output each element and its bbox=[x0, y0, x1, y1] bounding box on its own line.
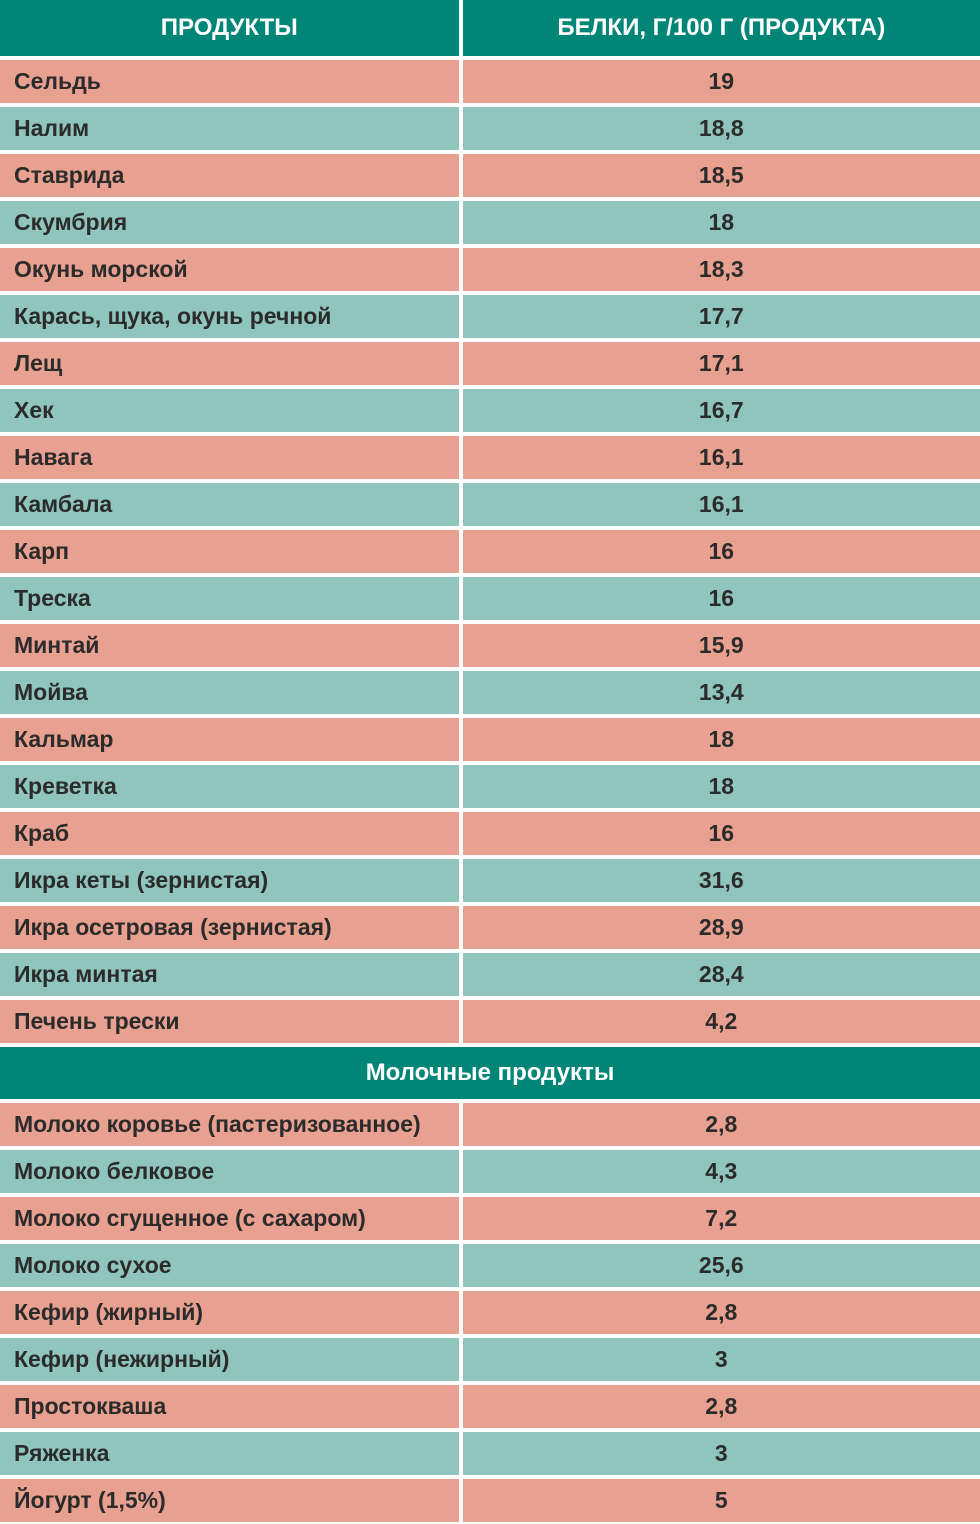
value-cell: 4,3 bbox=[461, 1148, 980, 1195]
table-row: Карась, щука, окунь речной17,7 bbox=[0, 293, 980, 340]
value-cell: 16,1 bbox=[461, 434, 980, 481]
product-cell: Молоко сгущенное (с сахаром) bbox=[0, 1195, 461, 1242]
table-row: Скумбрия18 bbox=[0, 199, 980, 246]
product-cell: Простокваша bbox=[0, 1383, 461, 1430]
table-row: Камбала16,1 bbox=[0, 481, 980, 528]
product-cell: Молоко сухое bbox=[0, 1242, 461, 1289]
value-cell: 3 bbox=[461, 1430, 980, 1477]
table-row: Печень трески4,2 bbox=[0, 998, 980, 1045]
value-cell: 2,8 bbox=[461, 1289, 980, 1336]
table-row: Краб16 bbox=[0, 810, 980, 857]
table-row: Молоко белковое4,3 bbox=[0, 1148, 980, 1195]
product-cell: Икра минтая bbox=[0, 951, 461, 998]
table-row: Налим18,8 bbox=[0, 105, 980, 152]
table-row: Кефир (нежирный)3 bbox=[0, 1336, 980, 1383]
value-cell: 28,4 bbox=[461, 951, 980, 998]
table-row: Карп16 bbox=[0, 528, 980, 575]
section1-body: Сельдь19Налим18,8Ставрида18,5Скумбрия18О… bbox=[0, 58, 980, 1045]
product-cell: Ряженка bbox=[0, 1430, 461, 1477]
table-row: Креветка18 bbox=[0, 763, 980, 810]
table-row: Минтай15,9 bbox=[0, 622, 980, 669]
table-row: Молоко сухое25,6 bbox=[0, 1242, 980, 1289]
value-cell: 17,7 bbox=[461, 293, 980, 340]
table-row: Навага16,1 bbox=[0, 434, 980, 481]
table-row: Треска16 bbox=[0, 575, 980, 622]
value-cell: 18,3 bbox=[461, 246, 980, 293]
table-row: Молоко коровье (пастеризованное)2,8 bbox=[0, 1101, 980, 1148]
section2-header-row: Молочные продукты bbox=[0, 1045, 980, 1101]
value-cell: 18 bbox=[461, 199, 980, 246]
product-cell: Минтай bbox=[0, 622, 461, 669]
table-header-row: ПРОДУКТЫ БЕЛКИ, Г/100 Г (ПРОДУКТА) bbox=[0, 0, 980, 58]
value-cell: 4,2 bbox=[461, 998, 980, 1045]
value-cell: 25,6 bbox=[461, 1242, 980, 1289]
value-cell: 16 bbox=[461, 575, 980, 622]
product-cell: Карп bbox=[0, 528, 461, 575]
product-cell: Карась, щука, окунь речной bbox=[0, 293, 461, 340]
product-cell: Налим bbox=[0, 105, 461, 152]
table-row: Молоко сгущенное (с сахаром)7,2 bbox=[0, 1195, 980, 1242]
table-row: Икра минтая28,4 bbox=[0, 951, 980, 998]
value-cell: 18 bbox=[461, 763, 980, 810]
product-cell: Треска bbox=[0, 575, 461, 622]
product-cell: Икра осетровая (зернистая) bbox=[0, 904, 461, 951]
product-cell: Креветка bbox=[0, 763, 461, 810]
product-cell: Икра кеты (зернистая) bbox=[0, 857, 461, 904]
product-cell: Молоко коровье (пастеризованное) bbox=[0, 1101, 461, 1148]
table-row: Сельдь19 bbox=[0, 58, 980, 105]
value-cell: 16,7 bbox=[461, 387, 980, 434]
table-row: Йогурт (1,5%)5 bbox=[0, 1477, 980, 1524]
value-cell: 15,9 bbox=[461, 622, 980, 669]
table-row: Ряженка3 bbox=[0, 1430, 980, 1477]
value-cell: 5 bbox=[461, 1477, 980, 1524]
product-cell: Молоко белковое bbox=[0, 1148, 461, 1195]
value-cell: 2,8 bbox=[461, 1383, 980, 1430]
table-row: Хек16,7 bbox=[0, 387, 980, 434]
table-row: Ставрида18,5 bbox=[0, 152, 980, 199]
product-cell: Скумбрия bbox=[0, 199, 461, 246]
product-cell: Хек bbox=[0, 387, 461, 434]
value-cell: 16 bbox=[461, 528, 980, 575]
value-cell: 18 bbox=[461, 716, 980, 763]
product-cell: Окунь морской bbox=[0, 246, 461, 293]
table-row: Кефир (жирный)2,8 bbox=[0, 1289, 980, 1336]
product-cell: Ставрида bbox=[0, 152, 461, 199]
value-cell: 2,8 bbox=[461, 1101, 980, 1148]
value-cell: 19 bbox=[461, 58, 980, 105]
value-cell: 3 bbox=[461, 1336, 980, 1383]
section2-title: Молочные продукты bbox=[0, 1045, 980, 1101]
value-cell: 17,1 bbox=[461, 340, 980, 387]
product-cell: Краб bbox=[0, 810, 461, 857]
product-cell: Сельдь bbox=[0, 58, 461, 105]
product-cell: Лещ bbox=[0, 340, 461, 387]
product-cell: Мойва bbox=[0, 669, 461, 716]
value-cell: 18,5 bbox=[461, 152, 980, 199]
value-cell: 16 bbox=[461, 810, 980, 857]
value-cell: 31,6 bbox=[461, 857, 980, 904]
product-cell: Кальмар bbox=[0, 716, 461, 763]
value-cell: 7,2 bbox=[461, 1195, 980, 1242]
header-products: ПРОДУКТЫ bbox=[0, 0, 461, 58]
header-protein: БЕЛКИ, Г/100 Г (ПРОДУКТА) bbox=[461, 0, 980, 58]
value-cell: 16,1 bbox=[461, 481, 980, 528]
table-row: Лещ17,1 bbox=[0, 340, 980, 387]
value-cell: 13,4 bbox=[461, 669, 980, 716]
table-row: Икра осетровая (зернистая)28,9 bbox=[0, 904, 980, 951]
table-row: Кальмар18 bbox=[0, 716, 980, 763]
product-cell: Йогурт (1,5%) bbox=[0, 1477, 461, 1524]
product-cell: Навага bbox=[0, 434, 461, 481]
value-cell: 18,8 bbox=[461, 105, 980, 152]
section2-body: Молоко коровье (пастеризованное)2,8Молок… bbox=[0, 1101, 980, 1524]
protein-table: ПРОДУКТЫ БЕЛКИ, Г/100 Г (ПРОДУКТА) Сельд… bbox=[0, 0, 980, 1524]
table-row: Мойва13,4 bbox=[0, 669, 980, 716]
table-row: Икра кеты (зернистая)31,6 bbox=[0, 857, 980, 904]
product-cell: Кефир (нежирный) bbox=[0, 1336, 461, 1383]
product-cell: Камбала bbox=[0, 481, 461, 528]
table-row: Окунь морской18,3 bbox=[0, 246, 980, 293]
product-cell: Печень трески bbox=[0, 998, 461, 1045]
product-cell: Кефир (жирный) bbox=[0, 1289, 461, 1336]
table-row: Простокваша2,8 bbox=[0, 1383, 980, 1430]
value-cell: 28,9 bbox=[461, 904, 980, 951]
